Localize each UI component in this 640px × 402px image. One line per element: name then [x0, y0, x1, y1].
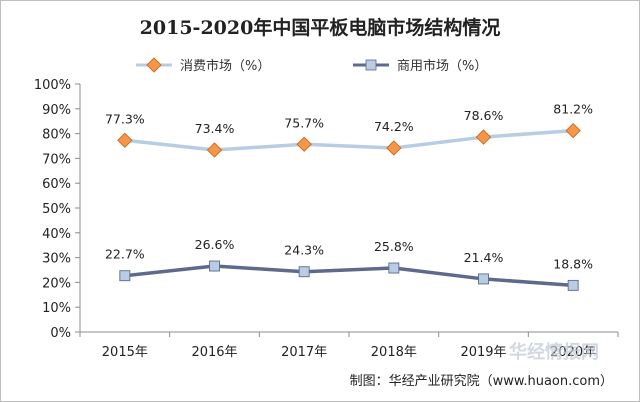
y-tick-label: 90% [42, 103, 71, 118]
data-label: 78.6% [464, 108, 504, 123]
legend-label-consumer: 消费市场（%） [180, 58, 270, 74]
y-tick-label: 30% [42, 252, 71, 267]
legend-marker-commercial [365, 59, 377, 71]
data-label: 24.3% [284, 243, 324, 258]
data-point [298, 266, 310, 278]
series-line-0 [124, 128, 574, 152]
legend: 消费市场（%） 商用市场（%） [136, 57, 487, 74]
data-label: 21.4% [464, 250, 504, 265]
x-tick-label: 2016年 [191, 345, 237, 360]
x-tick-label: 2018年 [371, 345, 417, 360]
data-label: 74.2% [374, 119, 414, 134]
chart-title: 2015-2020年中国平板电脑市场结构情况 [140, 16, 501, 39]
data-point [388, 262, 400, 274]
legend-item-commercial: 商用市场（%） [353, 58, 487, 74]
y-tick-label: 80% [42, 128, 71, 143]
x-tick-label: 2017年 [281, 345, 327, 360]
axes: 0% 10% 20% 30% 40% 50% 60% 70% 80% 90% 100% 2015年 20… [34, 78, 619, 360]
x-tick-label: 2019年 [460, 345, 506, 360]
data-point [386, 140, 402, 156]
series-line-1 [124, 264, 574, 288]
data-point [567, 279, 579, 291]
y-tick-label: 10% [42, 301, 71, 316]
y-tick-label: 100% [34, 78, 71, 93]
data-label: 22.7% [105, 247, 145, 262]
data-label: 77.3% [105, 111, 145, 126]
source-note: 制图：华经产业研究院（www.huaon.com） [350, 374, 613, 389]
data-point [119, 270, 131, 282]
y-tick-label: 40% [42, 227, 71, 242]
data-point [478, 273, 489, 285]
y-tick-label: 50% [42, 202, 71, 217]
data-point [209, 260, 220, 272]
y-tick-label: 0% [50, 326, 71, 341]
data-label: 73.4% [195, 121, 235, 136]
x-tick-label: 2020年 [550, 345, 596, 360]
y-tick-label: 20% [42, 276, 71, 291]
watermark: 华经情报网 [509, 341, 599, 363]
data-label: 18.8% [553, 256, 593, 271]
data-label: 81.2% [553, 102, 593, 117]
data-label: 75.7% [284, 115, 324, 130]
data-label: 25.8% [374, 239, 414, 254]
y-tick-label: 60% [42, 177, 71, 192]
legend-label-commercial: 商用市场（%） [397, 58, 487, 74]
series-layer: 77.3% 73.4% 75.7% 74.2% 78.6% 81.2% 22.7% 26.6%… [105, 102, 593, 291]
data-point [565, 122, 581, 139]
x-tick-label: 2015年 [102, 345, 148, 360]
data-label: 26.6% [195, 237, 235, 252]
y-tick-label: 70% [42, 152, 71, 167]
legend-item-consumer: 消费市场（%） [136, 57, 270, 74]
data-point [475, 129, 492, 145]
data-point [206, 142, 223, 158]
data-point [296, 136, 312, 152]
legend-marker-consumer [146, 57, 162, 73]
data-point [117, 132, 133, 148]
